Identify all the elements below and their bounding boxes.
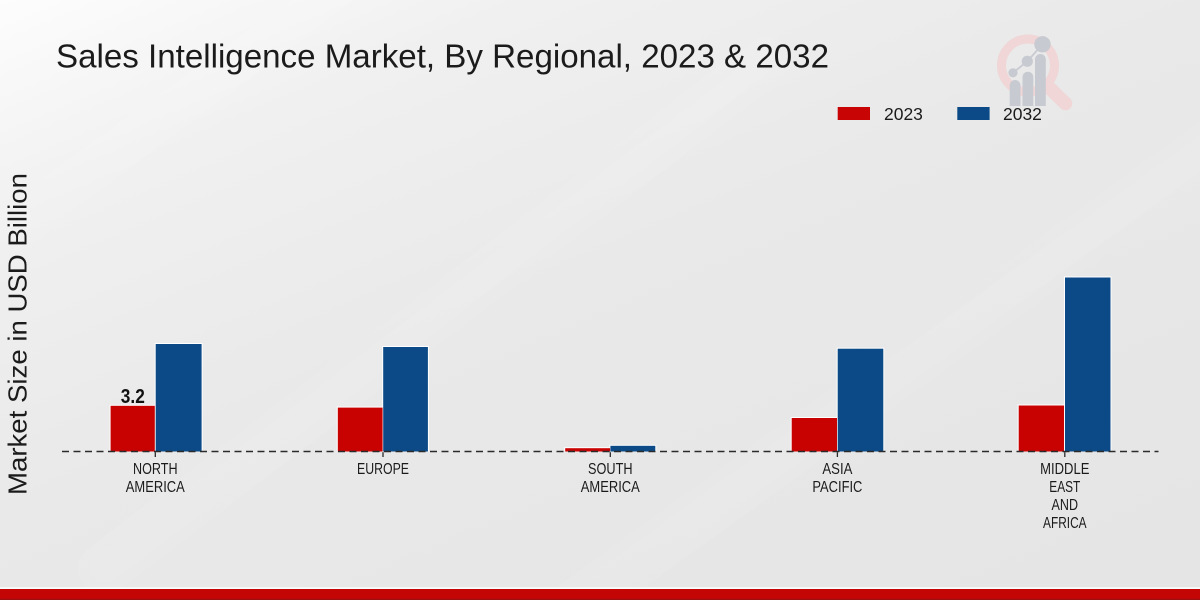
svg-text:AMERICA: AMERICA <box>581 479 640 496</box>
svg-text:Sales Intelligence Market, By: Sales Intelligence Market, By Regional, … <box>56 38 829 75</box>
svg-text:EUROPE: EUROPE <box>357 461 409 478</box>
svg-text:ASIA: ASIA <box>822 461 852 478</box>
svg-text:AMERICA: AMERICA <box>126 479 185 496</box>
svg-text:AND: AND <box>1052 497 1079 514</box>
svg-text:AFRICA: AFRICA <box>1043 515 1087 532</box>
svg-text:PACIFIC: PACIFIC <box>812 479 862 496</box>
svg-text:SOUTH: SOUTH <box>588 461 633 478</box>
svg-text:NORTH: NORTH <box>133 461 178 478</box>
svg-text:2023: 2023 <box>884 104 923 124</box>
svg-text:EAST: EAST <box>1049 479 1080 496</box>
svg-text:2032: 2032 <box>1003 104 1042 124</box>
svg-text:Market Size in USD Billion: Market Size in USD Billion <box>3 173 33 495</box>
svg-text:MIDDLE: MIDDLE <box>1040 461 1089 478</box>
svg-text:3.2: 3.2 <box>121 386 145 408</box>
